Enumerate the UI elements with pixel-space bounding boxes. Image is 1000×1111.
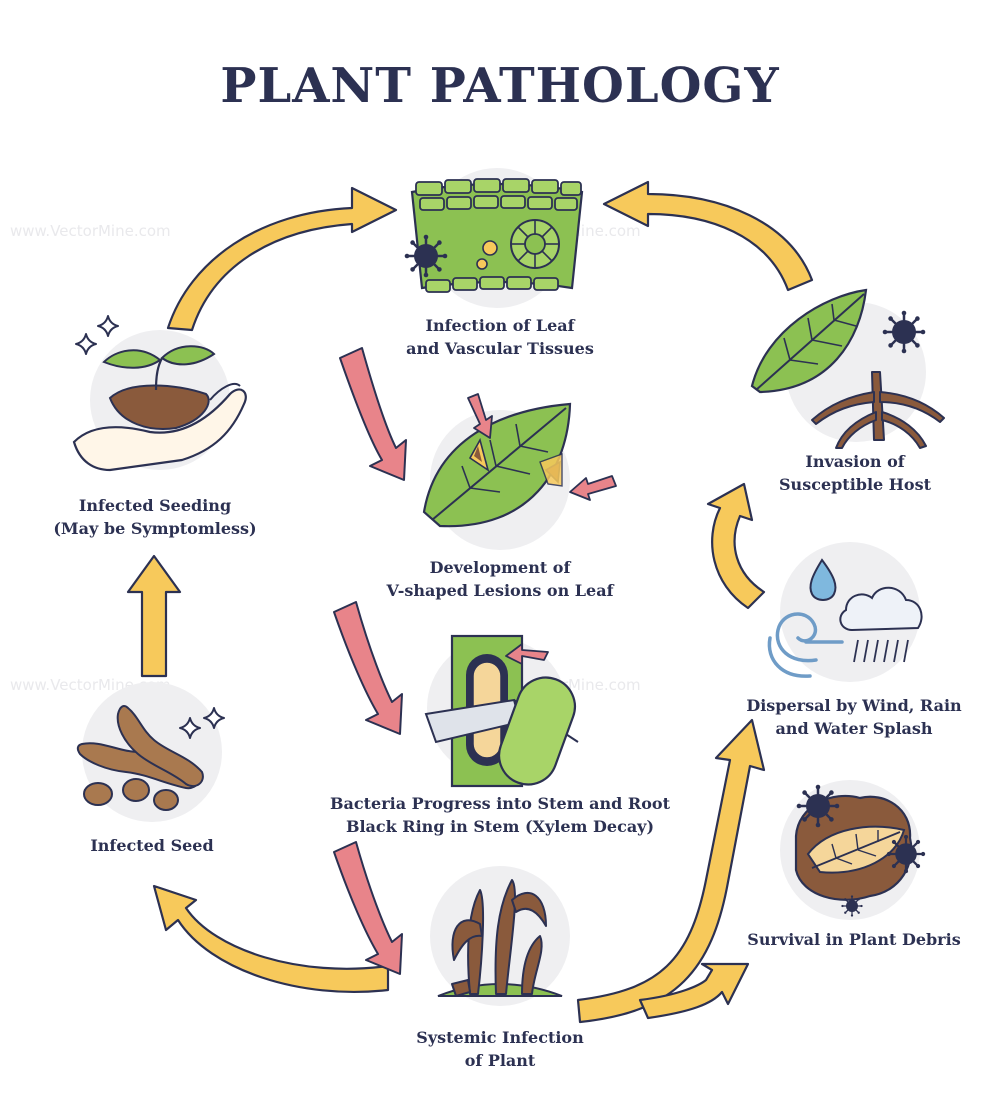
stage-label-lesions: Development of V-shaped Lesions on Leaf (386, 558, 614, 600)
bacteria-icon (840, 894, 864, 918)
bacteria-icon (881, 309, 927, 355)
stage-label-seeding: Infected Seeding (May be Symptomless) (53, 496, 257, 538)
cycle-arrow-invasion-to-infection (602, 180, 814, 292)
cycle-arrow-systemic-to-seed (152, 884, 390, 994)
sparkle-icon (97, 315, 119, 337)
cycle-arrow-seed-to-seeding (126, 554, 182, 678)
cycle-arrow-dispersal-to-invasion (706, 482, 766, 610)
stage-label-seed: Infected Seed (90, 836, 214, 855)
watermark-text: www.VectorMine.com (10, 222, 171, 240)
infection-illustration (403, 168, 584, 308)
cycle-arrow-seeding-to-infection (166, 186, 398, 332)
weather-dispersal-illustration (767, 542, 923, 682)
wilted-plant-illustration (430, 866, 570, 1006)
stage-label-systemic: Systemic Infection of Plant (416, 1028, 584, 1070)
progress-arrow-2 (333, 601, 403, 735)
host-invasion-illustration (750, 288, 945, 449)
progress-arrow-3 (333, 841, 403, 975)
infected-seed-illustration (76, 682, 225, 822)
plant-debris-illustration (780, 780, 927, 920)
stage-label-dispersal: Dispersal by Wind, Rain and Water Splash (746, 696, 962, 738)
bacteria-icon (795, 783, 841, 829)
stage-label-invasion: Invasion of Susceptible Host (779, 452, 931, 494)
stage-label-infection: Infection of Leaf and Vascular Tissues (406, 316, 594, 358)
bacteria-icon (885, 833, 927, 875)
bacteria-icon (403, 233, 449, 279)
stage-label-debris: Survival in Plant Debris (747, 930, 961, 949)
sparkle-icon (75, 333, 97, 355)
cycle-arrow-to-debris (638, 962, 750, 1020)
stem-cut-illustration (424, 634, 579, 788)
lesion-leaf-illustration (422, 393, 617, 550)
stage-label-stem: Bacteria Progress into Stem and Root Bla… (330, 794, 670, 836)
seedling-hand-illustration (72, 315, 247, 472)
progress-arrow-1 (339, 347, 407, 481)
page-title: PLANT PATHOLOGY (220, 58, 780, 114)
